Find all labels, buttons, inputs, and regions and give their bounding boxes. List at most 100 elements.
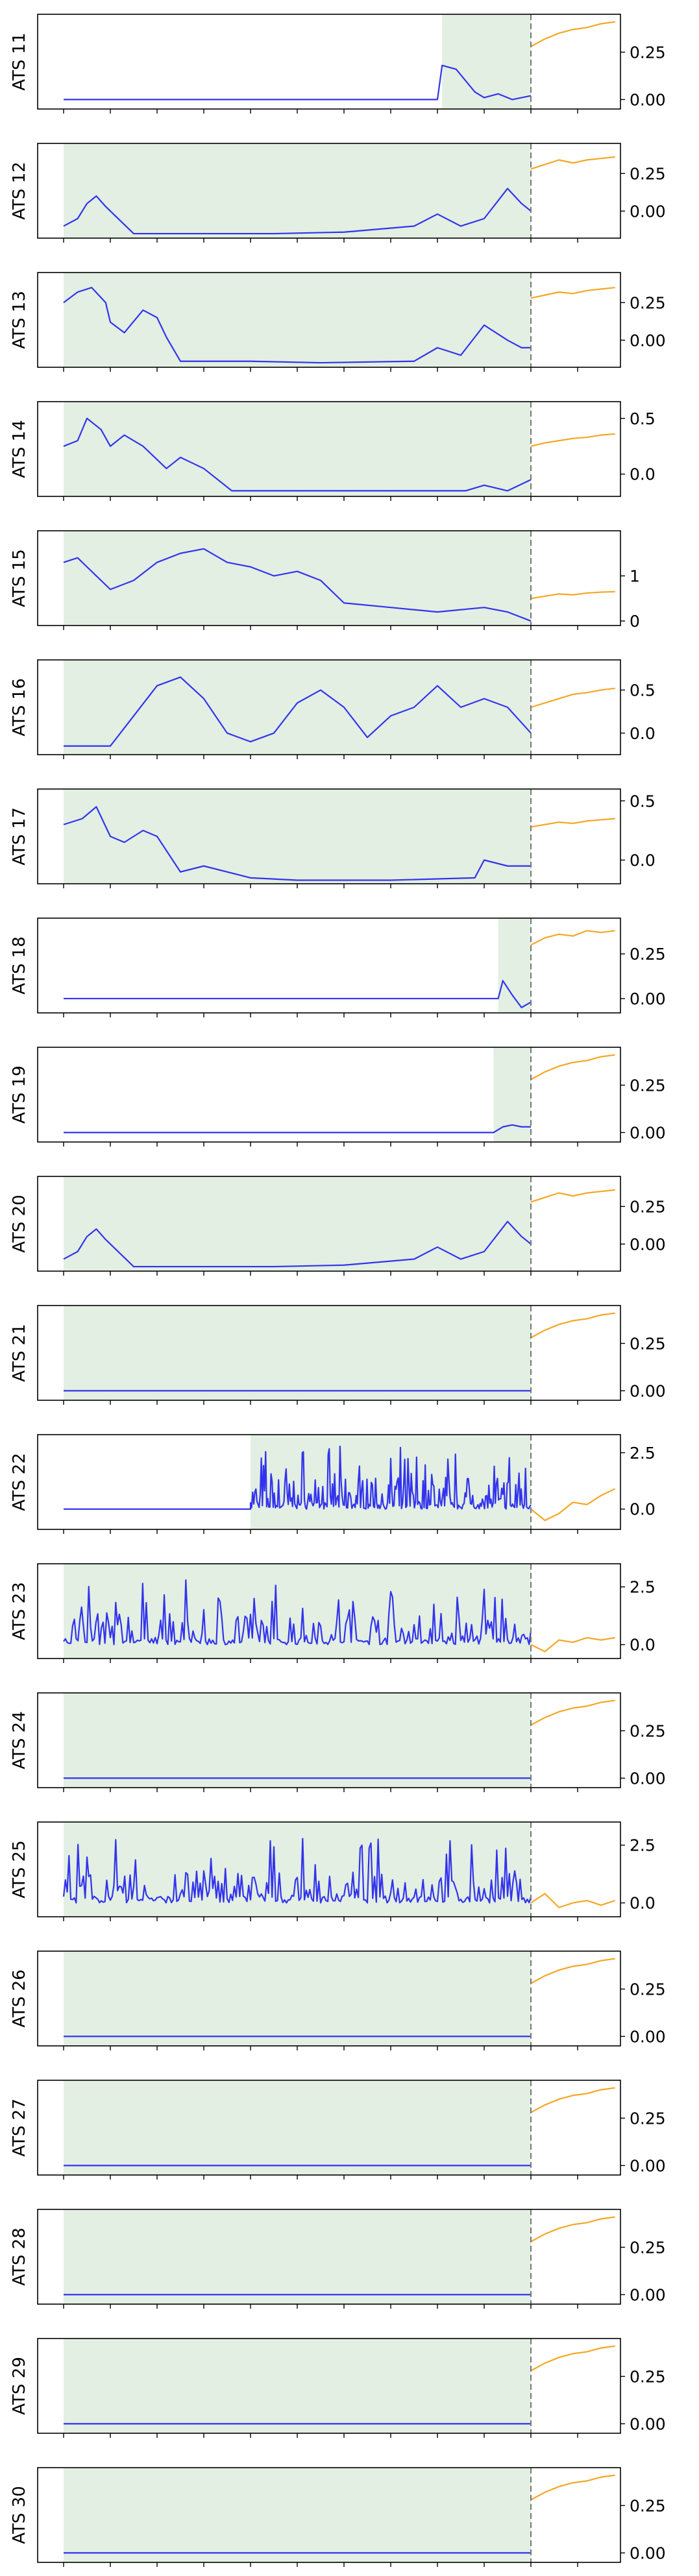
axes-frame [37,1176,621,1272]
y-axis-label: ATS 29 [10,2357,29,2415]
forecast-line [530,2345,615,2372]
axes-frame [37,1047,621,1143]
subplot-12: 0.00 0.25 ATS 12 [10,143,666,243]
forecast-line [530,21,615,47]
subplot-13: 0.00 0.25 ATS 13 [10,272,666,372]
y-tick-label: 0.25 [630,1076,666,1095]
history-shade [64,1693,531,1788]
y-axis-label: ATS 14 [10,420,29,478]
axes-frame [37,2467,621,2563]
axes-frame [37,1434,621,1530]
history-shade [64,660,531,755]
forecast-line [530,1893,615,1908]
history-line [63,188,532,235]
y-tick-label: 2.5 [630,1578,656,1597]
history-line [63,806,531,881]
y-axis-label: ATS 13 [10,291,29,349]
subplot-28: 0.00 0.25 ATS 28 [10,2209,666,2309]
forecast-line [530,1488,616,1522]
history-shade [64,143,531,238]
axes-frame [37,143,621,239]
y-tick-label: 0.25 [630,1334,666,1353]
subplot-30: 0.00 0.25 ATS 30 [10,2467,666,2567]
y-tick-label: 0 [630,612,640,631]
subplot-24: 0.00 0.25 ATS 24 [10,1692,666,1792]
y-tick-label: 1 [630,567,640,586]
subplot-16: 0.0 0.5 ATS 16 [10,659,656,759]
history-line [62,1838,532,1904]
axes-frame [37,1305,621,1401]
subplot-29: 0.00 0.25 ATS 29 [10,2338,666,2438]
y-tick-label: 0.00 [630,2027,666,2046]
history-shade [64,1306,531,1400]
axes-frame [37,1692,621,1788]
y-tick-label: 0.25 [630,1980,666,1999]
forecast-line [530,1699,615,1726]
y-tick-label: 2.5 [630,1444,656,1463]
subplot-26: 0.00 0.25 ATS 26 [10,1950,666,2050]
y-tick-label: 0.25 [630,293,666,312]
history-line [64,64,532,101]
y-tick-label: 0.0 [630,1894,656,1913]
y-tick-label: 0.25 [630,1721,666,1740]
y-axis-label: ATS 20 [10,1195,29,1253]
subplot-11: 0.00 0.25 ATS 11 [10,14,666,114]
history-line [63,1221,532,1268]
history-line [64,676,532,747]
axes-frame [37,1563,621,1659]
subplot-14: 0.0 0.5 ATS 14 [10,401,656,501]
y-tick-label: 0.5 [630,681,656,699]
axes-frame [37,14,621,110]
y-axis-label: ATS 27 [10,2098,29,2157]
y-axis-label: ATS 30 [10,2486,29,2544]
forecast-line [530,818,615,828]
subplot-17: 0.0 0.5 ATS 17 [10,788,656,888]
axes-frame [37,401,621,497]
subplot-18: 0.00 0.25 ATS 18 [10,917,666,1017]
y-axis-label: ATS 18 [10,936,29,995]
y-tick-label: 0.0 [630,1500,656,1519]
forecast-line [530,1189,615,1203]
forecast-line [530,590,615,600]
y-tick-label: 0.00 [630,2285,666,2304]
y-tick-label: 0.00 [630,1235,666,1254]
y-axis-label: ATS 28 [10,2228,29,2286]
y-axis-label: ATS 23 [10,1582,29,1640]
y-tick-label: 0.5 [630,792,656,810]
history-line [63,548,532,622]
y-tick-label: 0.00 [630,331,666,350]
y-tick-label: 0.00 [630,1123,666,1142]
axes-frame [37,1950,621,2047]
axes-frame [37,1821,621,1917]
axes-frame [37,659,621,755]
y-tick-label: 0.00 [630,2544,666,2562]
y-axis-label: ATS 15 [10,549,29,607]
history-shade [64,1176,531,1271]
axes-frame [37,788,621,884]
y-tick-label: 0.25 [630,1197,666,1216]
y-tick-label: 0.25 [630,43,666,62]
subplot-27: 0.00 0.25 ATS 27 [10,2080,666,2180]
history-shade [493,1047,531,1142]
y-tick-label: 0.25 [630,2367,666,2386]
forecast-line [530,1054,615,1080]
history-line [64,1445,532,1510]
y-axis-label: ATS 25 [10,1840,29,1899]
history-line [64,1124,531,1134]
y-axis-label: ATS 26 [10,1969,29,2028]
y-axis-label: ATS 22 [10,1453,29,1511]
subplot-25: 0.0 2.5 ATS 25 [10,1821,656,1921]
history-shade [64,2339,531,2433]
axes-frame [37,530,621,626]
subplot-23: 0.0 2.5 ATS 23 [10,1563,656,1663]
history-shade [64,789,531,884]
axes-frame [37,2080,621,2176]
subplot-15: 0 1 ATS 15 [10,530,640,631]
history-shade [64,531,531,626]
y-tick-label: 0.0 [630,465,656,484]
forecast-line [530,930,615,946]
forecast-line [530,156,615,170]
y-tick-label: 0.0 [630,1636,656,1655]
history-shade [64,2468,531,2562]
y-tick-label: 0.00 [630,202,666,221]
